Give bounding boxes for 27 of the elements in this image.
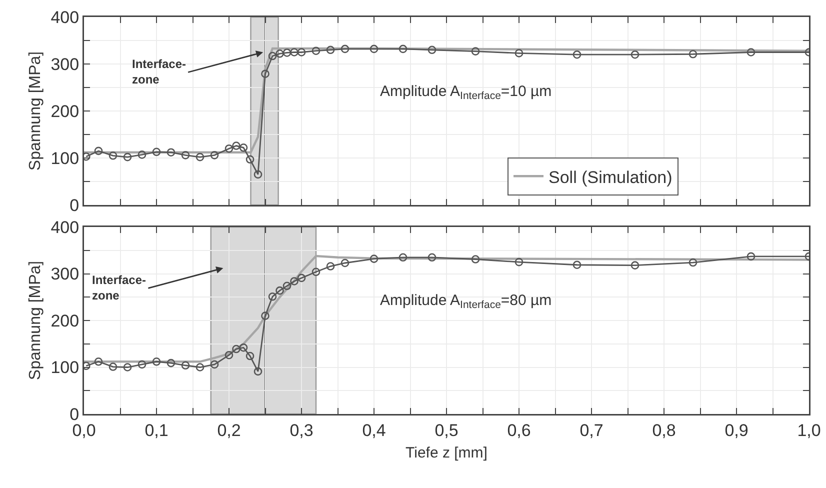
x-tick-label: 0,5	[434, 420, 458, 440]
y-tick-label: 100	[50, 358, 80, 378]
annotation: Amplitude A$_{Interface}$=10 µm	[380, 83, 552, 102]
y-tick-label: 300	[50, 264, 80, 284]
annotation: Amplitude A$_{Interface}$=80 µm	[380, 292, 552, 312]
x-tick-label: 0,1	[144, 420, 168, 440]
y-tick-label: 200	[50, 311, 80, 330]
x-axis-title: Tiefe z [mm]	[406, 444, 488, 462]
x-tick-label: 0,8	[652, 420, 676, 440]
legend-label: Soll (Simulation)	[548, 168, 672, 187]
y-tick-label: 400	[50, 218, 80, 237]
x-tick-label: 0,4	[362, 420, 386, 440]
annotation: Interface- zone	[132, 57, 186, 87]
y-tick-label: 200	[50, 102, 80, 121]
x-tick-label: 1,0	[797, 420, 821, 440]
y-tick-label: 300	[50, 54, 80, 74]
y-axis-title: Spannung [MPa]	[26, 260, 44, 380]
y-tick-label: 100	[50, 148, 80, 168]
x-tick-label: 0,7	[580, 420, 604, 440]
y-axis-title: Spannung [MPa]	[26, 51, 44, 171]
y-tick-label: 0	[70, 196, 80, 215]
x-tick-label: 0,3	[290, 420, 314, 440]
x-tick-label: 0,9	[724, 420, 748, 440]
y-tick-label: 400	[50, 8, 80, 27]
x-tick-label: 0,2	[217, 420, 241, 440]
annotation: Interface- zone	[92, 273, 146, 303]
x-tick-label: 0,6	[507, 420, 531, 440]
